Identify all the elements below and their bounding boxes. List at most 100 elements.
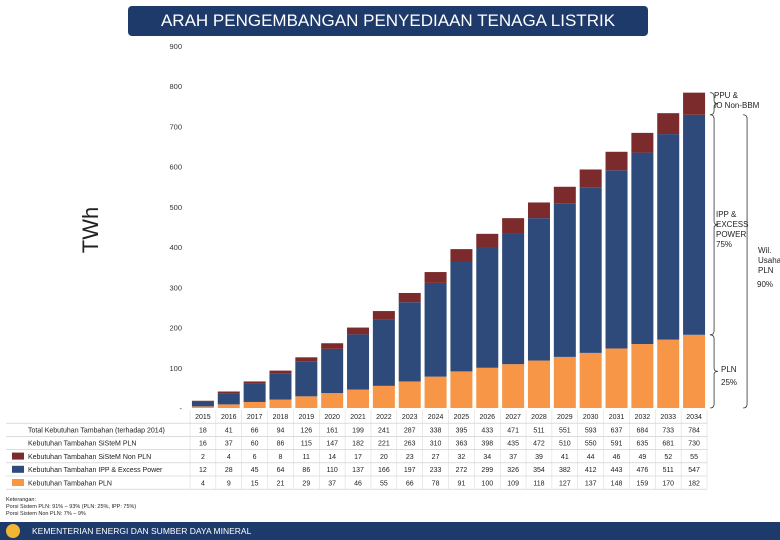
table-cell: 733 bbox=[662, 428, 674, 435]
table-cell: 591 bbox=[611, 441, 623, 448]
table-row-label: Kebutuhan Tambahan PLN bbox=[28, 480, 112, 487]
bar-segment-nonpln-2018 bbox=[269, 370, 292, 374]
table-cell: 118 bbox=[533, 480, 544, 487]
wil-annotation: PLN bbox=[758, 266, 774, 275]
table-cell: 46 bbox=[613, 454, 621, 461]
bar-segment-nonpln-2027 bbox=[502, 218, 525, 234]
table-cell: 510 bbox=[559, 441, 571, 448]
table-cell: 15 bbox=[251, 480, 259, 487]
x-tick-label: 2020 bbox=[324, 414, 340, 421]
bar-segment-ipp-2016 bbox=[217, 393, 240, 405]
y-tick-label: 900 bbox=[169, 42, 182, 51]
table-cell: 681 bbox=[662, 441, 674, 448]
y-tick-label: 700 bbox=[169, 122, 182, 131]
x-tick-label: 2025 bbox=[454, 414, 470, 421]
bar-segment-nonpln-2031 bbox=[605, 151, 628, 171]
pln-annotation: 25% bbox=[721, 378, 737, 387]
bar-segment-ipp-2017 bbox=[243, 383, 266, 402]
table-cell: 435 bbox=[507, 441, 519, 448]
table-cell: 635 bbox=[637, 441, 649, 448]
table-cell: 94 bbox=[277, 428, 285, 435]
table-cell: 39 bbox=[535, 454, 543, 461]
table-cell: 148 bbox=[611, 480, 623, 487]
table-cell: 9 bbox=[227, 480, 231, 487]
x-tick-label: 2024 bbox=[428, 414, 444, 421]
table-cell: 547 bbox=[688, 467, 700, 474]
table-cell: 20 bbox=[380, 454, 388, 461]
bar-segment-nonpln-2028 bbox=[527, 202, 550, 219]
x-tick-label: 2031 bbox=[609, 414, 625, 421]
x-tick-label: 2032 bbox=[635, 414, 651, 421]
pln-bracket bbox=[710, 334, 719, 409]
table-cell: 14 bbox=[328, 454, 336, 461]
table-cell: 241 bbox=[378, 428, 390, 435]
bar-segment-ipp-2032 bbox=[631, 152, 654, 345]
bar-segment-pln-2029 bbox=[553, 356, 576, 408]
bar-segment-ipp-2019 bbox=[295, 361, 318, 397]
table-cell: 338 bbox=[430, 428, 442, 435]
bar-segment-nonpln-2033 bbox=[657, 113, 680, 135]
bar-segment-ipp-2029 bbox=[553, 203, 576, 357]
bar-segment-ipp-2018 bbox=[269, 373, 292, 400]
table-cell: 16 bbox=[199, 441, 207, 448]
table-cell: 182 bbox=[688, 480, 700, 487]
bar-segment-pln-2025 bbox=[450, 371, 473, 408]
data-table: 2015 2016 2017 2018 2019 2020 2021 2022 2023 2024… bbox=[6, 410, 708, 490]
table-cell: 272 bbox=[456, 467, 468, 474]
table-cell: 55 bbox=[690, 454, 698, 461]
table-cell: 382 bbox=[559, 467, 571, 474]
table-cell: 37 bbox=[328, 480, 336, 487]
bar-segment-pln-2020 bbox=[321, 393, 344, 408]
table-cell: 32 bbox=[458, 454, 466, 461]
ipp-annotation: EXCESS bbox=[716, 220, 748, 229]
table-row-label: Total Kebutuhan Tambahan (terhadap 2014) bbox=[28, 428, 165, 435]
x-tick-label: 2015 bbox=[195, 414, 211, 421]
bar-segment-pln-2031 bbox=[605, 348, 628, 408]
table-cell: 29 bbox=[302, 480, 310, 487]
table-cell: 45 bbox=[251, 467, 259, 474]
table-cell: 41 bbox=[225, 428, 233, 435]
bar-segment-ipp-2021 bbox=[347, 334, 370, 390]
bar-segment-nonpln-2025 bbox=[450, 249, 473, 262]
table-cell: 137 bbox=[585, 480, 597, 487]
bar-segment-pln-2015 bbox=[191, 406, 214, 408]
table-cell: 551 bbox=[559, 428, 571, 435]
table-cell: 6 bbox=[253, 454, 257, 461]
ppu-annotation: PPU & bbox=[714, 91, 739, 100]
footer-text: KEMENTERIAN ENERGI DAN SUMBER DAYA MINER… bbox=[32, 526, 252, 536]
bar-segment-pln-2017 bbox=[243, 401, 266, 408]
table-cell: 363 bbox=[456, 441, 468, 448]
table-cell: 443 bbox=[611, 467, 623, 474]
ipp-annotation: IPP & bbox=[716, 210, 737, 219]
y-tick-label: 400 bbox=[169, 243, 182, 252]
bar-segment-pln-2024 bbox=[424, 376, 447, 408]
table-cell: 395 bbox=[456, 428, 468, 435]
table-cell: 41 bbox=[561, 454, 569, 461]
wil-bracket bbox=[743, 114, 748, 409]
ministry-logo-icon bbox=[6, 524, 20, 538]
wil-annotation: Wil. bbox=[758, 246, 771, 255]
x-tick-label: 2022 bbox=[376, 414, 392, 421]
table-cell: 23 bbox=[406, 454, 414, 461]
x-tick-label: 2028 bbox=[531, 414, 547, 421]
x-tick-label: 2019 bbox=[299, 414, 315, 421]
legend-swatch bbox=[12, 465, 24, 473]
table-cell: 34 bbox=[483, 454, 491, 461]
bar-segment-pln-2022 bbox=[372, 385, 395, 408]
table-cell: 27 bbox=[432, 454, 440, 461]
bar-segment-ipp-2033 bbox=[657, 134, 680, 340]
pln-annotation: PLN bbox=[721, 365, 737, 374]
bar-segment-nonpln-2020 bbox=[321, 343, 344, 349]
bar-segment-ipp-2027 bbox=[502, 233, 525, 365]
bar-segment-pln-2023 bbox=[398, 381, 421, 408]
y-tick-label: - bbox=[180, 404, 183, 413]
x-tick-label: 2017 bbox=[247, 414, 263, 421]
bar-segment-nonpln-2017 bbox=[243, 381, 266, 384]
page-title: ARAH PENGEMBANGAN PENYEDIAAN TENAGA LIST… bbox=[160, 11, 616, 30]
table-cell: 476 bbox=[637, 467, 649, 474]
table-cell: 197 bbox=[404, 467, 416, 474]
bar-segment-nonpln-2021 bbox=[347, 327, 370, 335]
title-banner: ARAH PENGEMBANGAN PENYEDIAAN TENAGA LIST… bbox=[128, 6, 648, 36]
table-cell: 8 bbox=[279, 454, 283, 461]
